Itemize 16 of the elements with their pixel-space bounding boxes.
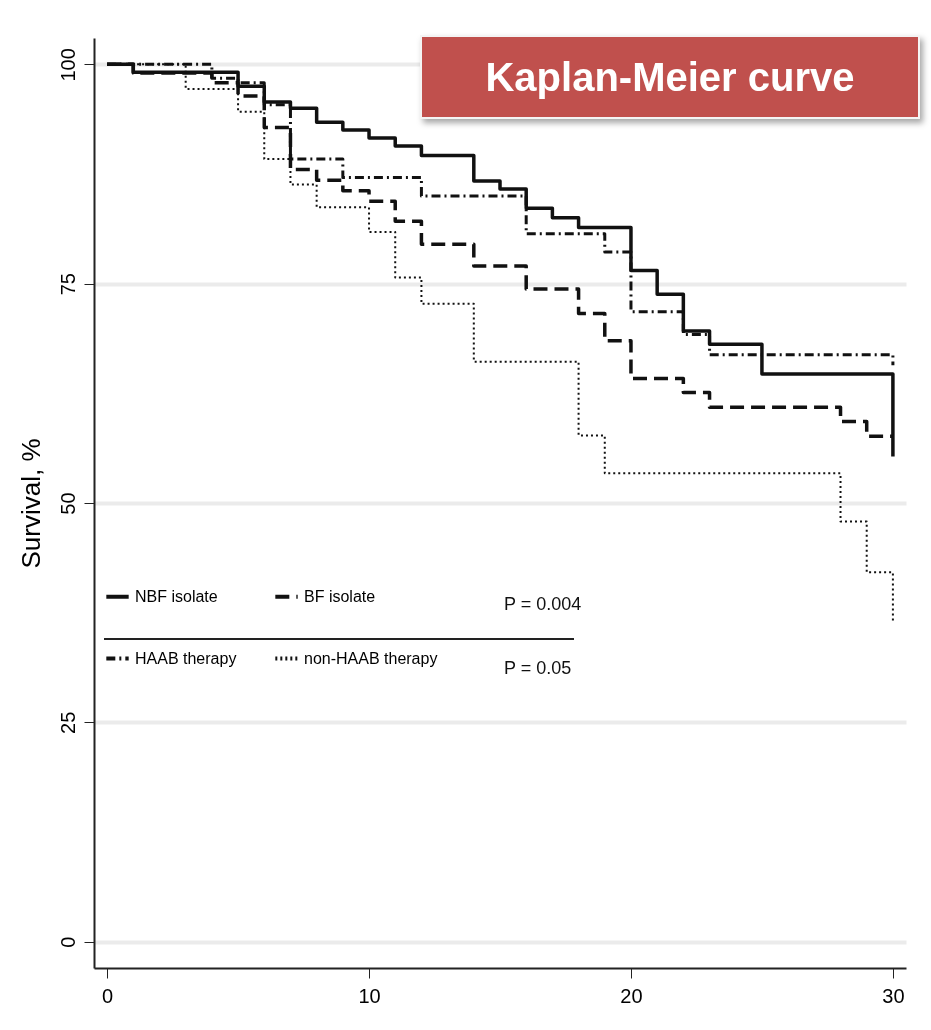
x-tick-label: 30 [882,984,905,1007]
x-tick-label: 20 [620,984,643,1007]
y-tick-label: 100 [56,48,79,82]
legend-label: BF isolate [304,587,376,605]
x-tick-label: 0 [102,984,114,1007]
legend-label: NBF isolate [135,587,218,605]
y-tick-label: 25 [56,711,79,734]
y-tick-label: 0 [56,936,79,948]
y-tick-label: 50 [56,492,79,515]
y-axis-title: Survival, % [15,438,46,569]
annotation: P = 0.004 [504,594,582,614]
legend-label: non-HAAB therapy [304,649,438,667]
legend-label: HAAB therapy [135,649,237,667]
y-tick-label: 75 [56,273,79,296]
annotation: P = 0.05 [504,658,572,678]
x-tick-label: 10 [358,984,381,1007]
